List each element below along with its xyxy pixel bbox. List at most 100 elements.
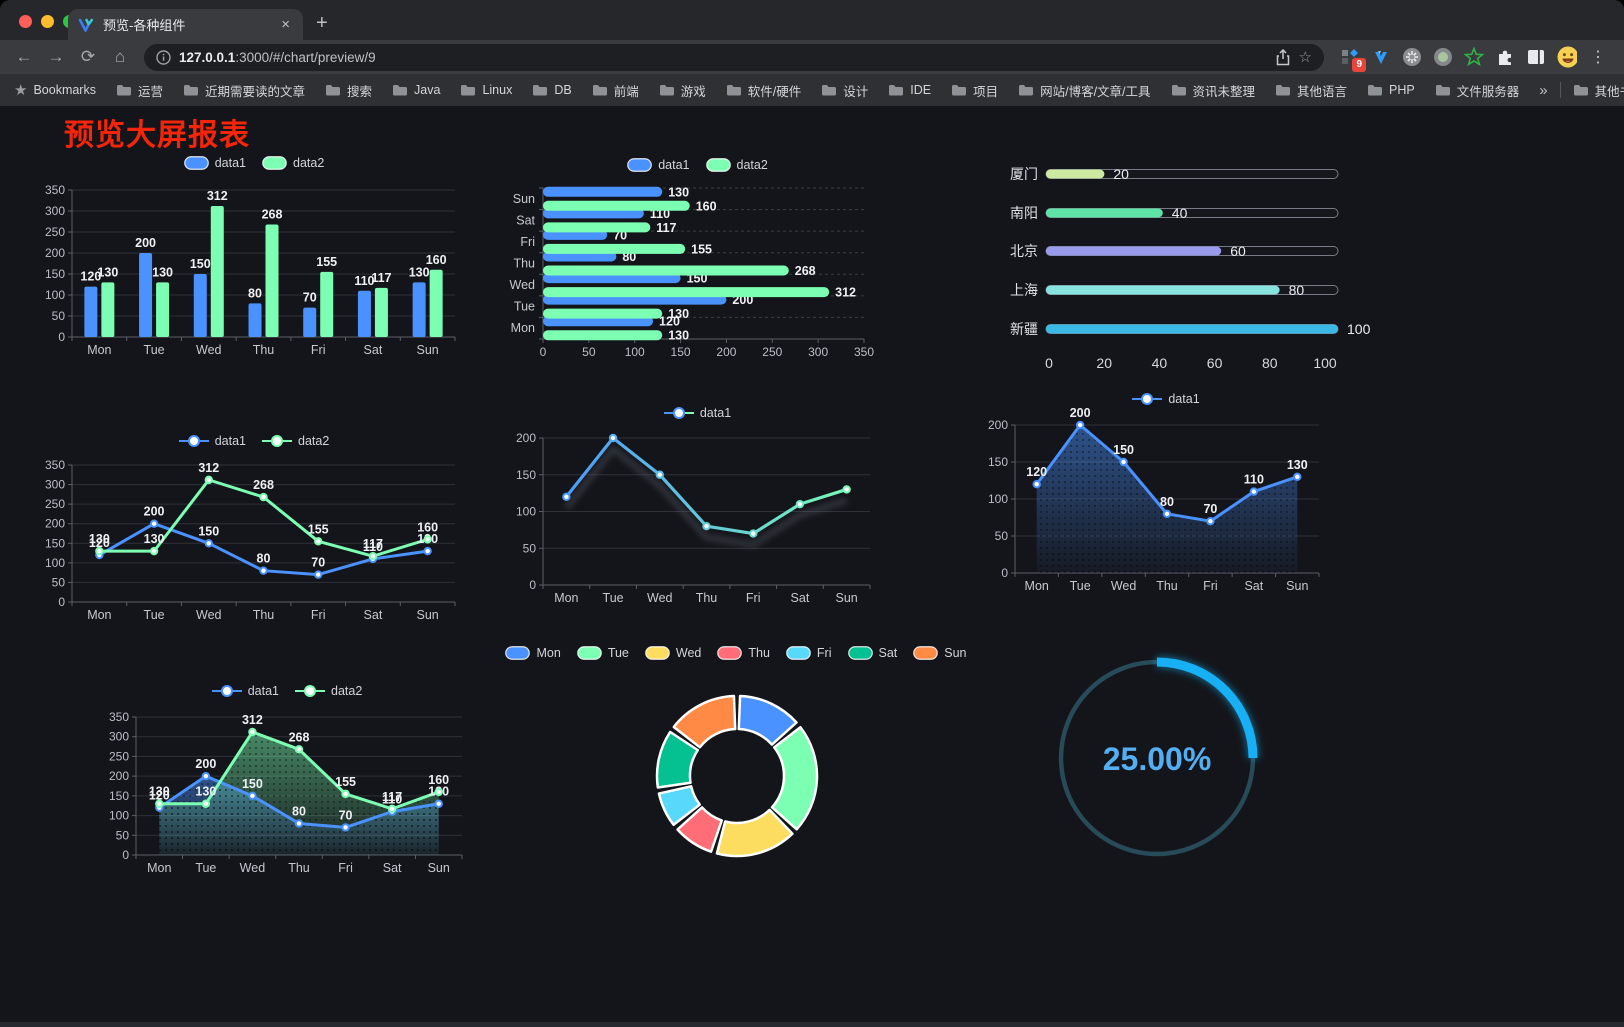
bookmark-folder-item[interactable]: 设计 (821, 81, 868, 100)
data-point (434, 799, 443, 808)
extension-green-star-icon[interactable] (1464, 47, 1484, 67)
forward-button[interactable]: → (47, 47, 65, 66)
pie-slice-Mon[interactable] (737, 694, 798, 746)
capsule-progress-chart: 厦门 20 南阳 40 北京 60 上海 80 新疆 100 0 20 40 60 80 100 (1000, 156, 1378, 386)
bookmark-folder-item[interactable]: 文件服务器 (1435, 81, 1520, 100)
extension-record-icon[interactable] (1433, 47, 1453, 67)
legend-item-data1[interactable]: data1 (627, 158, 690, 172)
other-bookmarks-folder[interactable]: 其他书签 (1573, 81, 1624, 100)
window-bottom-edge (0, 1022, 1624, 1027)
legend-item-Thu[interactable]: Thu (717, 646, 770, 660)
pie-slice-Sun[interactable] (672, 694, 737, 749)
legend-item-data1[interactable]: data1 (183, 156, 246, 170)
folder-icon (461, 85, 476, 96)
extensions-puzzle-icon[interactable] (1495, 47, 1515, 67)
legend-item-data1[interactable]: data1 (1132, 392, 1200, 406)
x-axis-label: Sat (364, 343, 383, 357)
axis-label: 100 (45, 556, 65, 570)
bookmark-folder-item[interactable]: 网站/博客/文章/工具 (1018, 81, 1151, 100)
value-label: 20 (1113, 166, 1129, 182)
bar (210, 205, 224, 337)
profile-avatar[interactable] (1557, 46, 1577, 68)
bookmark-folder-item[interactable]: Java (392, 81, 440, 100)
y-axis-label: Fri (520, 235, 535, 249)
row-label: 北京 (1010, 243, 1038, 259)
value-label: 155 (335, 775, 356, 789)
bookmark-folder-item[interactable]: Linux (460, 81, 512, 100)
axis-label: 150 (45, 536, 65, 550)
legend-item-data1[interactable]: data1 (663, 406, 731, 420)
bookmark-folder-item[interactable]: IDE (888, 81, 931, 100)
bookmark-folder-label: PHP (1389, 83, 1415, 97)
legend-item-Tue[interactable]: Tue (576, 646, 629, 660)
data-point (201, 771, 211, 781)
multi-line-chart: 0 50 100 150 200 250 300 350 Mon Tue Wed Thu Fri Sat S… (38, 422, 470, 640)
back-button[interactable]: ← (15, 47, 33, 66)
bookmark-folder-item[interactable]: 软件/硬件 (726, 81, 801, 100)
side-panel-icon[interactable] (1526, 47, 1546, 67)
bar (543, 200, 690, 211)
home-button[interactable]: ⌂ (114, 47, 126, 66)
legend-item-data2[interactable]: data2 (262, 434, 329, 448)
extension-wheel-icon[interactable] (1402, 47, 1422, 67)
extension-diamond-icon[interactable] (1371, 47, 1391, 67)
bookmark-folder-item[interactable]: 游戏 (659, 81, 706, 100)
minimize-window-button[interactable] (41, 15, 54, 28)
bar (543, 243, 686, 254)
bookmarks-star-icon: ★ (14, 82, 28, 99)
legend-label: data1 (658, 158, 690, 172)
pie-slice-Thu[interactable] (676, 806, 723, 853)
pie-slice-Fri[interactable] (657, 785, 701, 827)
menu-kebab-icon[interactable]: ⋮ (1590, 49, 1606, 66)
close-window-button[interactable] (19, 15, 32, 28)
bookmark-folder-item[interactable]: 前端 (592, 81, 639, 100)
legend-item-data2[interactable]: data2 (262, 156, 324, 170)
legend-item-data2[interactable]: data2 (295, 684, 362, 698)
pie-slice-Tue[interactable] (770, 725, 819, 831)
pie-slice-Wed[interactable] (715, 808, 794, 858)
x-axis-label: Fri (1203, 579, 1218, 593)
bookmark-folder-item[interactable]: 资讯未整理 (1171, 81, 1255, 100)
legend-label: Mon (536, 646, 561, 660)
chart-canvas: 0 50 100 150 200 Mon Tue Wed Thu Fri Sat Sun 120 200 1… (988, 406, 1320, 593)
folder-icon (1019, 85, 1034, 96)
tab-close-icon[interactable]: × (281, 16, 290, 33)
value-label: 70 (1203, 502, 1217, 516)
bookmark-folder-item[interactable]: 运营 (116, 81, 163, 100)
bookmark-folder-item[interactable]: 项目 (951, 81, 998, 100)
new-tab-button[interactable]: + (316, 12, 328, 34)
data-point (434, 787, 443, 797)
legend-item-Mon[interactable]: Mon (505, 646, 561, 660)
bookmarks-overflow-chevron[interactable]: » (1539, 81, 1548, 99)
bookmark-folder-item[interactable]: 其他语言 (1275, 81, 1347, 100)
browser-tab[interactable]: 预览-各种组件 × (68, 9, 303, 40)
share-icon[interactable] (1275, 48, 1291, 66)
site-info-icon[interactable] (156, 49, 171, 65)
value-label: 110 (354, 274, 374, 288)
legend-item-Sun[interactable]: Sun (913, 646, 967, 660)
bookmarks-root[interactable]: ★ Bookmarks (14, 81, 96, 99)
bookmark-folder-item[interactable]: 近期需要读的文章 (183, 81, 305, 100)
axis-label: 150 (45, 267, 65, 281)
legend-item-Wed[interactable]: Wed (645, 646, 701, 660)
legend-label: Thu (748, 646, 770, 660)
reload-button[interactable]: ⟳ (80, 47, 96, 66)
legend-item-data2[interactable]: data2 (705, 158, 768, 172)
legend-item-Sat[interactable]: Sat (847, 646, 897, 660)
legend-item-data1[interactable]: data1 (211, 684, 279, 698)
address-bar[interactable]: 127.0.0.1:3000/#/chart/preview/9 ☆ (144, 43, 1324, 71)
legend-item-data1[interactable]: data1 (178, 434, 246, 448)
value-label: 70 (339, 808, 353, 822)
chart-legend: data1 data2 (505, 158, 890, 172)
bookmark-folder-item[interactable]: 搜索 (325, 81, 372, 100)
legend-marker (847, 646, 873, 660)
bookmark-star-icon[interactable]: ☆ (1298, 49, 1312, 66)
bookmark-folder-item[interactable]: DB (532, 81, 572, 100)
extension-grid-icon[interactable]: 9 (1340, 47, 1366, 72)
bookmark-folder-item[interactable]: PHP (1367, 81, 1415, 100)
x-axis-label: Sun (417, 343, 439, 357)
bookmark-folder-label: 文件服务器 (1456, 84, 1520, 99)
pie-slice-Sat[interactable] (655, 730, 700, 789)
legend-item-Fri[interactable]: Fri (786, 646, 832, 660)
data-point (149, 519, 159, 528)
